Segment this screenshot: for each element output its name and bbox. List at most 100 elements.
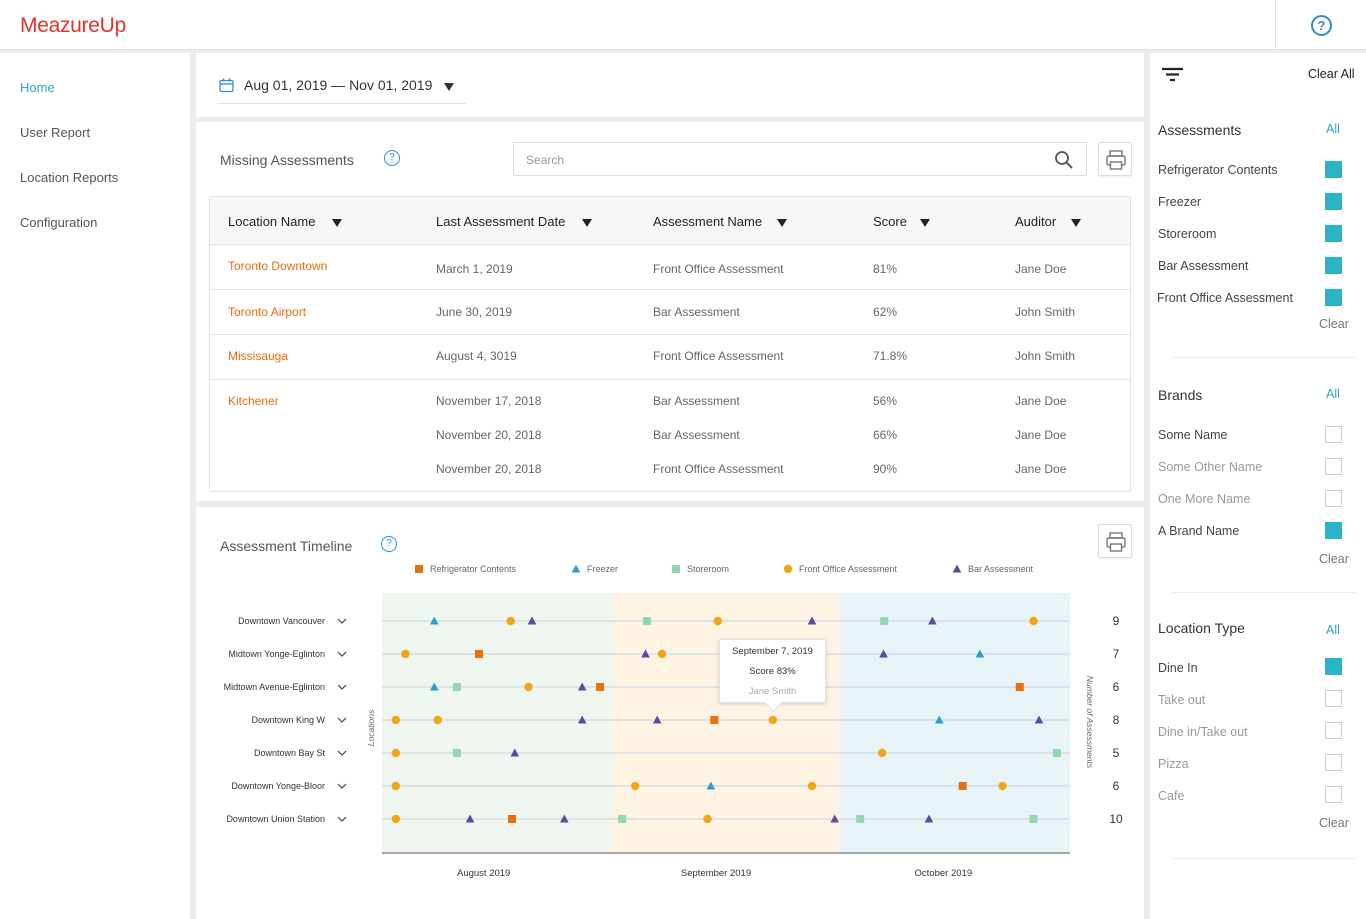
assessment-point — [1034, 715, 1044, 724]
checkbox-one-more-name[interactable] — [1325, 490, 1342, 507]
cell-date: June 30, 2019 — [436, 305, 513, 319]
tooltip-date: September 7, 2019 — [732, 646, 813, 657]
checkbox-some-name[interactable] — [1325, 426, 1342, 443]
checkbox-refrigerator-contents[interactable] — [1325, 161, 1342, 178]
nav-item-user-report[interactable]: User Report — [20, 125, 91, 140]
assessment-point — [401, 649, 410, 659]
search-field[interactable] — [513, 142, 1087, 176]
filter-item-label: Cafe — [1158, 789, 1185, 803]
location-link[interactable]: Toronto Airport — [228, 305, 307, 319]
top-bar: MeazureUp ? — [0, 0, 1366, 50]
assessment-point — [560, 814, 569, 823]
brands-clear-button[interactable]: Clear — [1319, 552, 1349, 566]
location-link[interactable]: Toronto Downtown — [228, 259, 328, 273]
month-label: October 2019 — [915, 868, 973, 879]
assessment-count: 5 — [1113, 746, 1120, 760]
legend-marker — [415, 565, 423, 573]
assessments-all-button[interactable]: All — [1326, 122, 1340, 136]
missing-help-icon[interactable]: ? — [384, 150, 400, 166]
table-header: Location Name Last Assessment Date Asses… — [210, 197, 1130, 245]
cell-date: August 4, 3019 — [436, 349, 517, 363]
nav-item-configuration[interactable]: Configuration — [20, 215, 98, 230]
location-type-clear-button[interactable]: Clear — [1319, 816, 1349, 830]
assessment-point — [877, 748, 887, 758]
column-label: Location Name — [228, 214, 316, 229]
brands-all-button[interactable]: All — [1326, 387, 1340, 401]
location-link[interactable]: Kitchener — [228, 394, 279, 408]
assessment-point — [1015, 683, 1024, 691]
cell-score: 90% — [873, 462, 898, 476]
clear-all-button[interactable]: Clear All — [1308, 67, 1355, 81]
cell-score: 56% — [873, 394, 898, 408]
assessment-point — [391, 748, 400, 758]
month-band — [611, 593, 841, 853]
assessment-point — [429, 616, 439, 625]
month-band — [382, 593, 612, 853]
print-missing-button[interactable] — [1098, 142, 1132, 176]
checkbox-dine-in[interactable] — [1325, 658, 1342, 675]
cell-date: March 1, 2019 — [436, 262, 513, 276]
assessment-point — [429, 682, 439, 691]
location-row-label: Downtown Union Station — [226, 814, 325, 824]
filter-group-title: Assessments — [1158, 122, 1242, 138]
assessment-point — [465, 814, 475, 823]
checkbox-take-out[interactable] — [1325, 690, 1342, 707]
timeline-help-icon[interactable]: ? — [381, 536, 397, 552]
divider — [1172, 592, 1356, 593]
nav-item-location-reports[interactable]: Location Reports — [20, 170, 119, 185]
assessment-point — [527, 616, 537, 625]
missing-assessments-title: Missing Assessments — [220, 152, 354, 168]
print-timeline-button[interactable] — [1098, 524, 1132, 558]
checkbox-cafe[interactable] — [1325, 786, 1342, 803]
checkbox-bar-assessment[interactable] — [1325, 257, 1342, 274]
assessment-point — [998, 781, 1007, 791]
sidebar: Home User Report Location Reports Config… — [0, 53, 190, 919]
filter-item-label: Some Name — [1158, 428, 1228, 442]
assessment-point — [1052, 749, 1061, 757]
column-auditor[interactable]: Auditor — [1015, 214, 1081, 229]
assessment-point — [710, 716, 719, 724]
assessment-point — [506, 616, 515, 626]
column-score[interactable]: Score — [873, 214, 930, 229]
search-input[interactable] — [526, 151, 1026, 169]
location-type-all-button[interactable]: All — [1326, 623, 1340, 637]
chevron-down-icon — [337, 618, 347, 624]
legend-marker — [952, 564, 962, 573]
filter-icon[interactable] — [1162, 67, 1183, 82]
assessment-point — [856, 815, 865, 823]
assessments-clear-button[interactable]: Clear — [1319, 317, 1349, 331]
cell-assessment: Front Office Assessment — [653, 262, 784, 276]
assessment-point — [975, 649, 985, 658]
printer-icon — [1106, 150, 1126, 170]
column-location-name[interactable]: Location Name — [228, 214, 342, 229]
checkbox-front-office-assessment[interactable] — [1325, 289, 1342, 306]
checkbox-a-brand-name[interactable] — [1325, 522, 1342, 539]
date-range-picker[interactable]: Aug 01, 2019 — Nov 01, 2019 — [217, 74, 466, 104]
checkbox-dine-in-take-out[interactable] — [1325, 722, 1342, 739]
search-icon[interactable] — [1054, 150, 1074, 170]
row-divider — [210, 289, 1130, 290]
checkbox-storeroom[interactable] — [1325, 225, 1342, 242]
app-logo[interactable]: MeazureUp — [20, 14, 126, 37]
assessment-count: 10 — [1109, 812, 1123, 826]
assessment-point — [879, 649, 888, 658]
checkbox-pizza[interactable] — [1325, 754, 1342, 771]
cell-date: November 20, 2018 — [436, 428, 542, 442]
cell-assessment: Bar Assessment — [653, 428, 740, 442]
assessment-point — [880, 617, 889, 625]
checkbox-some-other-name[interactable] — [1325, 458, 1342, 475]
help-icon[interactable]: ? — [1311, 15, 1332, 36]
assessment-point — [391, 814, 400, 824]
checkbox-freezer[interactable] — [1325, 193, 1342, 210]
assessment-count: 6 — [1113, 680, 1120, 694]
sort-caret-icon — [332, 219, 342, 227]
location-link[interactable]: Missisauga — [228, 349, 289, 363]
column-assessment-name[interactable]: Assessment Name — [653, 214, 787, 229]
assessment-point — [807, 616, 817, 625]
cell-auditor: John Smith — [1015, 349, 1076, 363]
column-last-assessment-date[interactable]: Last Assessment Date — [436, 214, 592, 229]
chevron-down-icon — [337, 783, 347, 789]
row-divider — [210, 379, 1130, 380]
date-range-panel — [196, 53, 1144, 117]
nav-item-home[interactable]: Home — [20, 80, 55, 95]
